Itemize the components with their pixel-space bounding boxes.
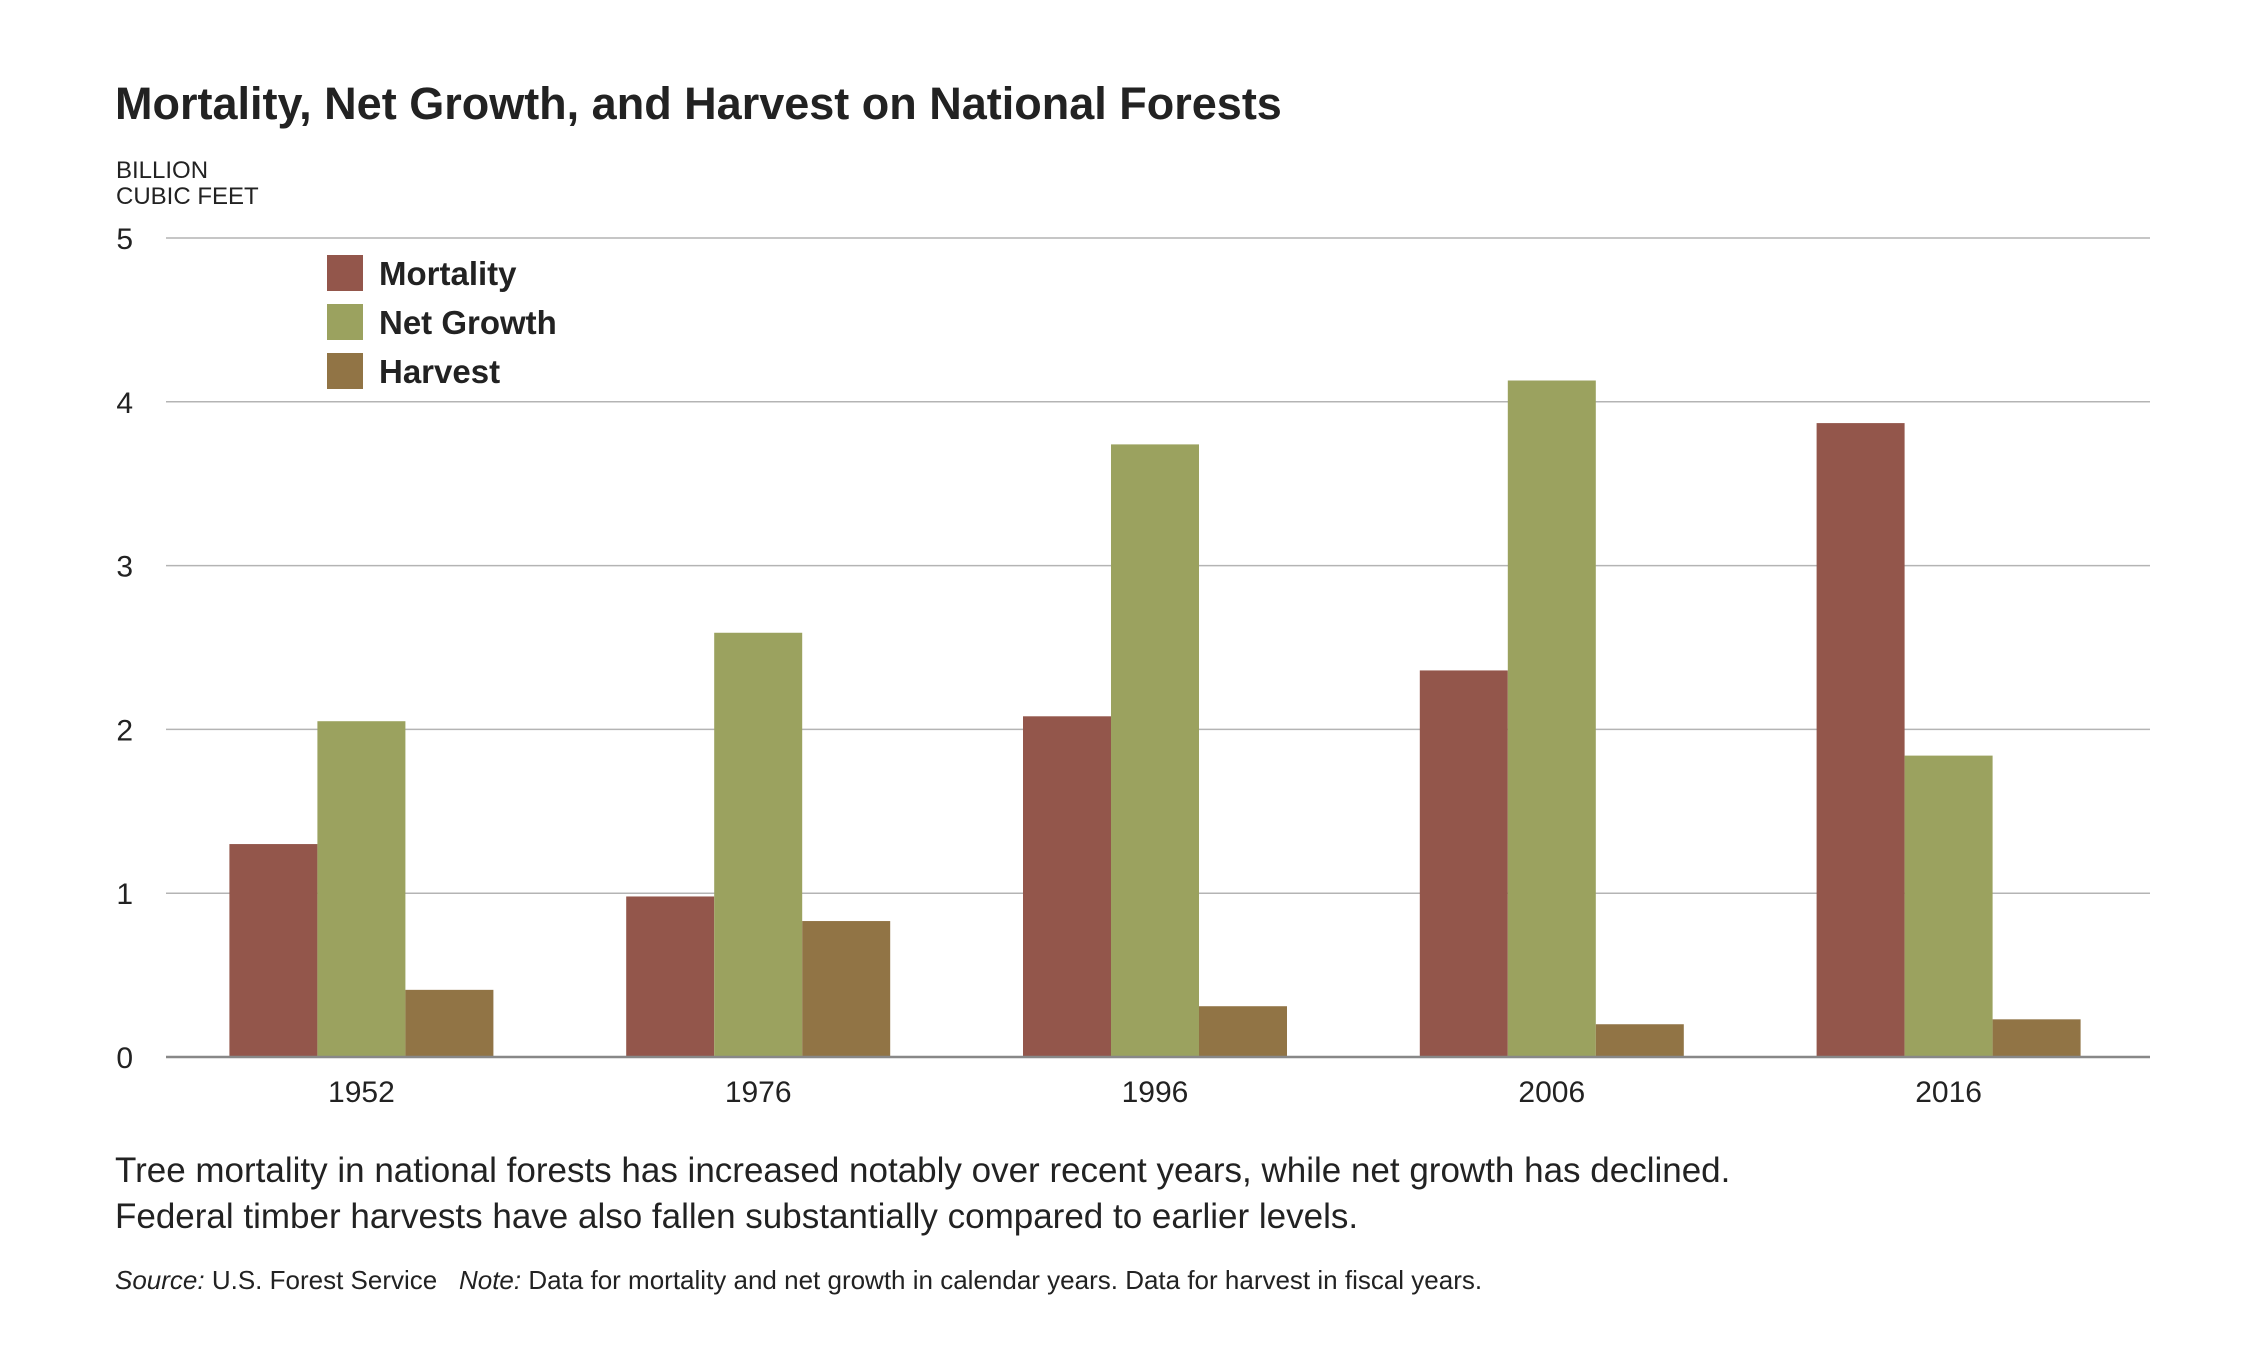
- caption-line-2: Federal timber harvests have also fallen…: [115, 1197, 1359, 1236]
- bar-net-growth-1996: [1111, 444, 1199, 1057]
- bar-mortality-2016: [1816, 423, 1905, 1057]
- caption-line-1: Tree mortality in national forests has i…: [115, 1151, 1731, 1190]
- note-label: Note:: [458, 1265, 522, 1295]
- legend-swatch-net-growth: [327, 304, 363, 340]
- bar-net-growth-1976: [714, 632, 803, 1057]
- x-tick-label: 2016: [1915, 1076, 1982, 1109]
- bar-net-growth-2016: [1904, 755, 1993, 1057]
- y-tick-label: 4: [116, 387, 133, 420]
- y-tick-label: 2: [116, 714, 133, 747]
- source-text: U.S. Forest Service: [211, 1265, 438, 1295]
- chart-caption: Tree mortality in national forests has i…: [115, 1148, 1730, 1240]
- y-axis-label: BILLION CUBIC FEET: [116, 158, 259, 210]
- y-tick-label: 1: [116, 878, 133, 911]
- axis-layer: 0 1 2 3 4 5 1952 1976 1996 2006 2016: [116, 223, 2150, 1109]
- bar-net-growth-1952: [317, 721, 406, 1057]
- bar-harvest-1952: [405, 989, 494, 1057]
- x-tick-label: 1952: [328, 1076, 395, 1109]
- legend-label: Net Growth: [379, 304, 557, 341]
- bar-mortality-1996: [1023, 716, 1111, 1057]
- source-label: Source:: [115, 1265, 205, 1295]
- x-tick-label: 1976: [725, 1076, 792, 1109]
- legend: Mortality Net Growth Harvest: [327, 255, 557, 390]
- y-axis-label-line-2: CUBIC FEET: [116, 183, 259, 210]
- bar-harvest-1996: [1199, 1006, 1287, 1057]
- x-tick-label: 2006: [1518, 1076, 1585, 1109]
- bar-mortality-2006: [1419, 670, 1508, 1057]
- y-tick-label: 3: [116, 551, 133, 584]
- bar-mortality-1952: [229, 844, 318, 1057]
- bars-layer: [229, 380, 2081, 1058]
- x-tick-label: 1996: [1122, 1076, 1189, 1109]
- bar-harvest-2016: [1992, 1019, 2081, 1057]
- bar-harvest-2006: [1595, 1024, 1684, 1057]
- bar-harvest-1976: [802, 921, 891, 1057]
- legend-swatch-harvest: [327, 353, 363, 389]
- legend-label: Harvest: [379, 353, 500, 390]
- bar-net-growth-2006: [1507, 380, 1596, 1058]
- y-tick-label: 5: [116, 223, 133, 256]
- legend-label: Mortality: [379, 255, 517, 292]
- y-axis-label-line-1: BILLION: [116, 157, 209, 184]
- bar-mortality-1976: [626, 896, 715, 1057]
- chart-title: Mortality, Net Growth, and Harvest on Na…: [115, 78, 1282, 129]
- note-text: Data for mortality and net growth in cal…: [528, 1265, 1483, 1295]
- y-tick-label: 0: [116, 1042, 133, 1075]
- source-note: Source: U.S. Forest Service Note: Data f…: [115, 1265, 1482, 1296]
- legend-swatch-mortality: [327, 255, 363, 291]
